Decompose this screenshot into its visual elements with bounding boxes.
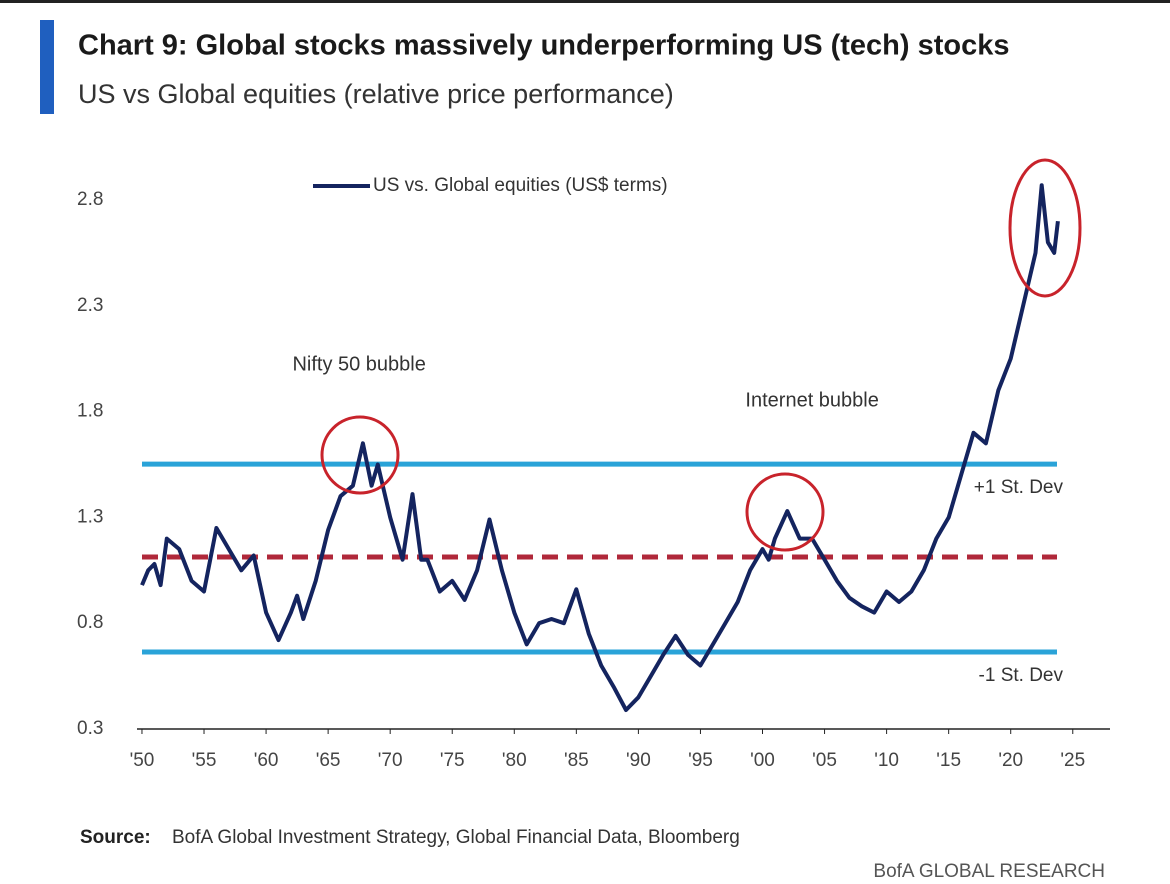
highlight-circle (320, 415, 400, 495)
x-tick-label: '70 (378, 750, 403, 771)
x-tick-label: '80 (502, 750, 527, 771)
legend-label: US vs. Global equities (US$ terms) (373, 175, 668, 196)
title-accent (40, 20, 54, 114)
annotation: Nifty 50 bubble (292, 353, 425, 375)
reference-label: -1 St. Dev (979, 665, 1064, 686)
x-tick-label: '10 (874, 750, 899, 771)
highlight-circle (745, 472, 825, 552)
footer: BofA GLOBAL RESEARCH (873, 861, 1105, 882)
x-tick-label: '60 (254, 750, 279, 771)
x-tick-label: '55 (192, 750, 217, 771)
x-tick-label: '50 (130, 750, 155, 771)
x-tick-label: '90 (626, 750, 651, 771)
top-border (0, 0, 1170, 3)
x-tick-label: '05 (812, 750, 837, 771)
y-tick-label: 1.8 (77, 401, 103, 422)
y-tick-label: 0.3 (77, 718, 103, 739)
y-tick-label: 2.8 (77, 189, 103, 210)
x-tick-label: '95 (688, 750, 713, 771)
x-tick-label: '25 (1060, 750, 1085, 771)
plot: 0.3 0.8 1.3 1.8 2.3 2.8 '50 '55 '60 '65 '70 '75 '80 '… (77, 158, 1110, 771)
series-line (140, 183, 1060, 712)
highlight-circle (1008, 158, 1082, 298)
annotation: Internet bubble (745, 389, 878, 411)
y-tick-label: 2.3 (77, 295, 103, 316)
source: BofA Global Investment Strategy, Global … (172, 827, 740, 848)
y-tick-label: 1.3 (77, 506, 103, 527)
chart-subtitle: US vs Global equities (relative price pe… (78, 79, 674, 109)
x-tick-label: '20 (998, 750, 1023, 771)
x-tick-label: '15 (936, 750, 961, 771)
x-tick-label: '85 (564, 750, 589, 771)
x-tick-label: '00 (750, 750, 775, 771)
reference-label: +1 St. Dev (974, 477, 1064, 498)
x-tick-label: '65 (316, 750, 341, 771)
x-tick-label: '75 (440, 750, 465, 771)
source-label: Source: (80, 827, 151, 848)
y-tick-label: 0.8 (77, 612, 103, 633)
chart-title: Chart 9: Global stocks massively underpe… (78, 30, 1009, 62)
